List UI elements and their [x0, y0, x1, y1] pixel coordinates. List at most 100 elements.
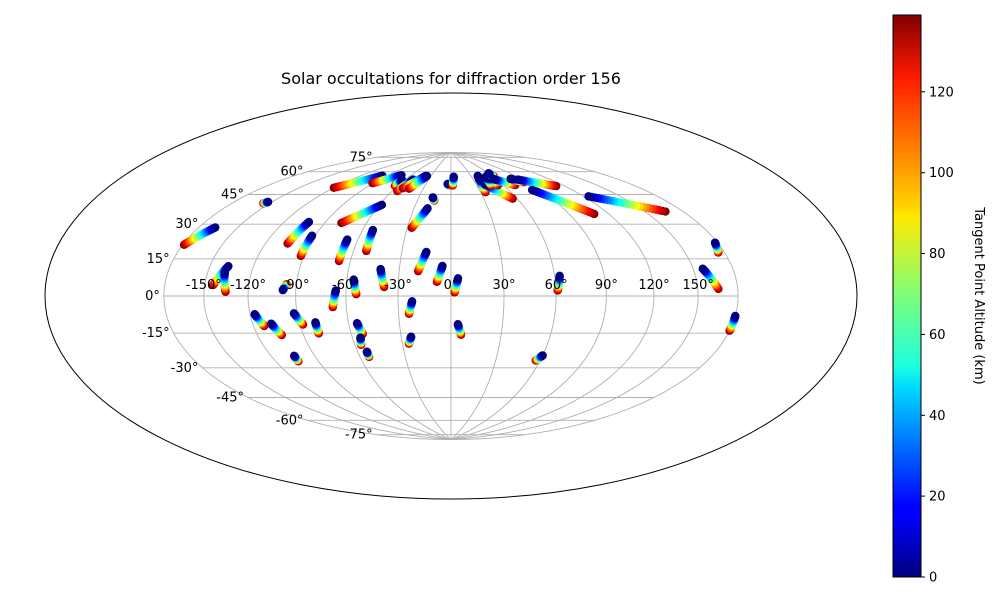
- latitude-tick-label: -15°: [142, 326, 170, 341]
- plot-area: -150° -120° -90° -60° -30° 0° 30° 60° 90° 120° 150…: [44, 92, 858, 500]
- occultation-track: [404, 297, 417, 318]
- data-point: [453, 320, 463, 329]
- colorbar-tick-label: 80: [929, 247, 946, 262]
- colorbar-tick-label: 60: [929, 328, 946, 343]
- data-point: [484, 169, 493, 178]
- colorbar-label: Tangent Point Altitude (km): [971, 206, 986, 384]
- data-point: [352, 319, 362, 328]
- occultation-tracks: [179, 169, 740, 366]
- longitude-tick-label: 60°: [545, 278, 568, 293]
- occultation-track: [407, 204, 432, 233]
- latitude-tick-label: 15°: [147, 252, 170, 267]
- longitude-tick-label: 30°: [492, 278, 515, 293]
- tick-labels: -150° -120° -90° -60° -30° 0° 30° 60° 90° 120° 150…: [142, 150, 714, 442]
- longitude-tick-label: -30°: [384, 278, 412, 293]
- colorbar-tick-label: 100: [929, 166, 954, 181]
- longitude-tick-label: 0°: [444, 278, 459, 293]
- occultation-track: [531, 351, 547, 365]
- occultation-track: [356, 333, 366, 349]
- data-point: [377, 200, 387, 210]
- data-point: [304, 217, 314, 227]
- data-point: [263, 197, 273, 207]
- data-point: [513, 175, 522, 184]
- globe-boundary: [44, 92, 858, 500]
- data-point: [289, 309, 299, 318]
- graticule: [163, 152, 739, 440]
- latitude-tick-label: 45°: [221, 188, 244, 203]
- colorbar: 0 20 40 60 80 100 120 Tangent Point Altitude (…: [892, 14, 986, 586]
- data-point: [356, 333, 365, 342]
- occultation-track: [220, 268, 230, 296]
- data-point: [289, 351, 299, 361]
- latitude-tick-label: -30°: [171, 361, 199, 376]
- data-point: [368, 225, 378, 235]
- longitude-tick-label: 120°: [638, 278, 669, 293]
- occultation-track: [296, 231, 317, 261]
- occultation-track: [337, 200, 387, 228]
- colorbar-tick-label: 120: [929, 85, 954, 100]
- data-point: [376, 264, 385, 274]
- occultation-track: [450, 274, 463, 297]
- colorbar-tick-label: 0: [929, 571, 937, 586]
- occultation-track: [404, 332, 416, 348]
- occultation-track: [250, 310, 269, 331]
- occultation-track: [413, 247, 431, 276]
- longitude-tick-label: -90°: [282, 278, 310, 293]
- occultation-track: [352, 319, 367, 339]
- occultation-track: [376, 264, 389, 292]
- occultation-track: [513, 175, 561, 191]
- occultation-track: [289, 309, 308, 329]
- data-point: [555, 271, 564, 280]
- colorbar-gradient: [892, 14, 922, 578]
- data-point: [527, 185, 537, 195]
- data-point: [584, 192, 593, 201]
- longitude-tick-label: -150°: [186, 278, 222, 293]
- occultation-track: [368, 170, 406, 188]
- occultation-track: [179, 223, 220, 249]
- data-point: [506, 174, 515, 184]
- occultation-track: [328, 286, 341, 312]
- occultation-track: [453, 320, 466, 339]
- occultation-track: [725, 311, 740, 335]
- data-point: [422, 247, 431, 257]
- occultation-track: [362, 347, 374, 362]
- latitude-tick-label: -60°: [276, 413, 304, 428]
- latitude-tick-label: 30°: [175, 217, 198, 232]
- occultation-track: [362, 225, 378, 256]
- latitude-tick-label: -75°: [345, 428, 373, 443]
- occultation-track: [710, 238, 723, 257]
- data-point: [307, 231, 317, 240]
- occultation-track: [278, 280, 291, 295]
- colorbar-tick-label: 20: [929, 490, 946, 505]
- data-point: [331, 286, 341, 295]
- data-point: [220, 268, 229, 277]
- data-point: [438, 261, 447, 271]
- data-point: [474, 174, 483, 183]
- occultation-track: [289, 351, 303, 366]
- longitude-tick-label: -60°: [332, 278, 360, 293]
- latitude-tick-label: 60°: [280, 165, 303, 180]
- data-point: [278, 285, 288, 295]
- latitude-tick-label: 75°: [350, 150, 373, 165]
- colorbar-ticks: 0 20 40 60 80 100 120: [921, 85, 954, 586]
- latitude-tick-label: -45°: [216, 391, 244, 406]
- occultation-track: [584, 192, 670, 216]
- data-point: [710, 238, 720, 247]
- data-point: [422, 171, 432, 181]
- occultation-track: [404, 171, 432, 193]
- data-point: [428, 193, 437, 202]
- occultation-track: [698, 264, 723, 294]
- longitude-tick-label: 90°: [595, 278, 618, 293]
- data-point: [731, 311, 740, 321]
- occultation-track: [259, 197, 273, 208]
- data-point: [538, 351, 547, 360]
- data-point: [311, 318, 320, 327]
- occultation-track: [428, 193, 439, 205]
- data-point: [423, 204, 432, 213]
- data-point: [343, 235, 352, 244]
- data-point: [224, 261, 233, 271]
- occultation-track: [311, 318, 323, 338]
- data-point: [489, 174, 499, 184]
- longitude-tick-label: 150°: [683, 278, 714, 293]
